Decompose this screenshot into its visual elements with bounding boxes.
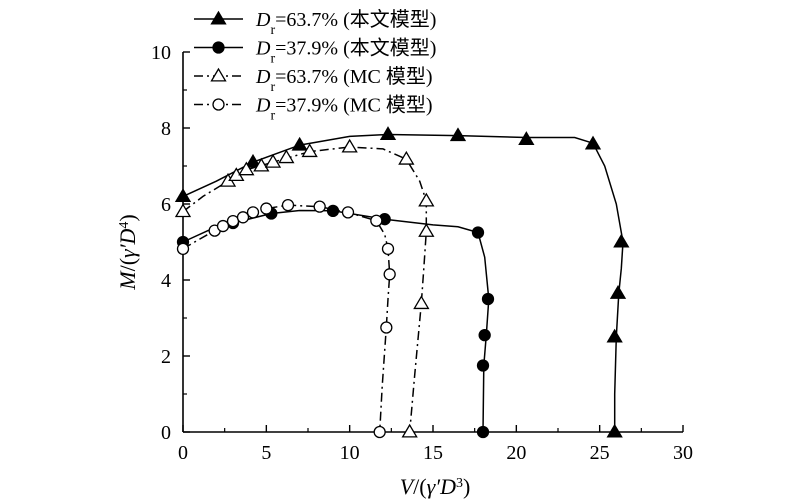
series-1-point [584,135,602,150]
x-tick-label: 25 [590,442,610,464]
series-2-point [471,226,485,239]
series-1-point [606,423,623,438]
legend-label: Dr=37.9% (本文模型) [255,37,436,67]
series-1-point [244,153,262,168]
x-tick-label: 20 [506,442,526,464]
x-tick-label: 0 [178,442,188,464]
legend-entry-3: Dr=63.7% (MC 模型) [194,65,433,95]
series-1-point [291,136,308,151]
legend-label: Dr=63.7% (本文模型) [255,8,436,38]
series-1-point [613,233,630,248]
series-4-point [373,425,386,439]
series-3-point [301,143,318,158]
series-3-point [264,153,282,168]
series-3-point [401,423,418,438]
series-2-point [476,425,490,439]
y-tick-label: 10 [151,42,171,64]
series-3-point [398,150,415,165]
y-tick-label: 8 [161,118,171,140]
legend-label: Dr=37.9% (MC 模型) [255,94,433,124]
series-4-point [216,219,230,233]
x-axis-title: V/(γ′D3) [400,474,471,499]
series-4-line [182,204,391,433]
x-tick-label: 15 [423,442,443,464]
series-1 [174,126,630,438]
series-2-point [476,359,490,372]
y-tick-label: 6 [161,194,171,216]
series-2-line [182,209,490,433]
series-4-point [370,214,383,227]
series-1-point [518,131,535,145]
legend: Dr=63.7% (本文模型)Dr=37.9% (本文模型)Dr=63.7% (… [194,8,436,123]
series-4 [176,198,396,439]
series-1-point [449,127,467,142]
legend-marker [210,10,227,25]
series-3 [174,138,435,438]
series-2-point [326,204,340,217]
series-3-point [238,161,255,176]
series-3-point [174,203,192,218]
x-tick-label: 5 [261,442,271,464]
series-3-line [182,146,428,433]
series-4-point [260,202,273,215]
series-3-point [418,192,435,207]
series-4-point [246,206,260,219]
y-axis-title-group: M/(γ′D4) [115,214,140,290]
legend-entry-2: Dr=37.9% (本文模型) [194,37,436,67]
series-3-point [278,149,295,164]
series-1-line [182,133,624,432]
series-3-point [418,223,435,237]
series-4-point [176,242,190,255]
y-axis-title: M/(γ′D4) [115,214,140,290]
legend-entry-1: Dr=63.7% (本文模型) [194,8,436,38]
y-tick-label: 2 [161,346,171,368]
legend-entry-4: Dr=37.9% (MC 模型) [194,94,433,124]
series-4-point [281,198,295,212]
series-3-point [413,295,430,310]
series-4-point [381,242,395,255]
y-tick-label: 0 [161,422,171,444]
series-4-point [341,206,355,219]
series-2-point [481,292,495,306]
series-1-point [174,188,192,202]
series-1-point [379,126,397,141]
series-2-point [478,328,491,342]
series-1-point [609,285,627,299]
legend-marker [210,67,227,82]
series-4-point [313,200,326,213]
x-tick-label: 30 [673,442,693,464]
series-4-point [380,321,393,334]
series-3-point [341,138,358,153]
series-3-point [253,157,270,172]
legend-marker [212,41,225,54]
legend-marker [212,98,225,111]
series-4-point [383,268,396,281]
legend-label: Dr=63.7% (MC 模型) [255,65,433,95]
series-4-point [226,214,240,228]
series-layer [174,126,630,439]
series-1-point [606,328,623,343]
y-tick-label: 4 [161,270,171,292]
series-4-point [236,211,250,224]
series-2 [176,204,495,439]
axes: 0 5 10 15 20 25 30 0 2 4 6 8 10 [151,42,693,464]
x-tick-label: 10 [340,442,360,464]
